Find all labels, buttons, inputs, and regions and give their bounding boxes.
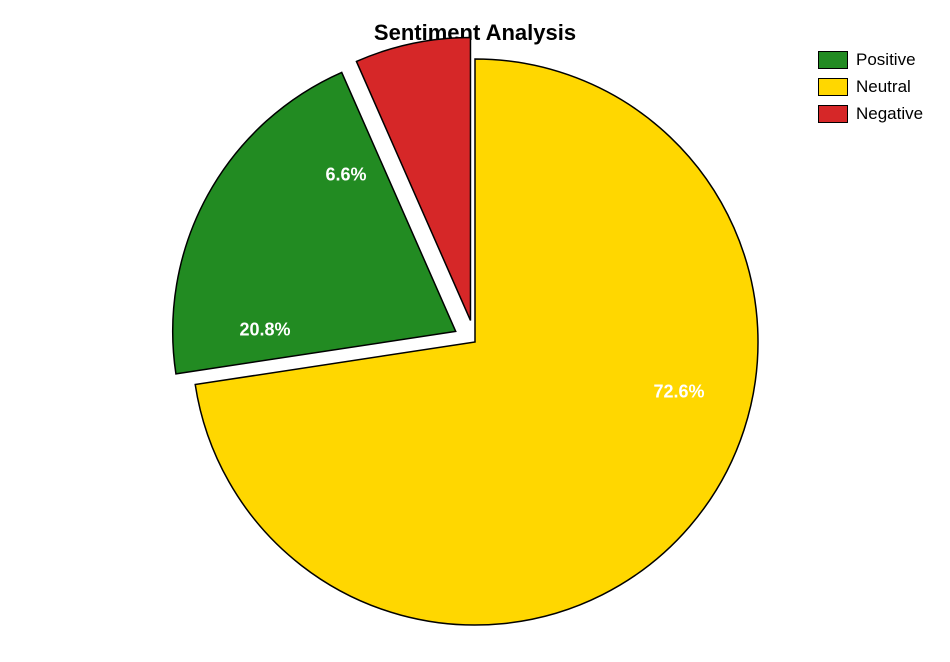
slice-label-neutral: 72.6% — [653, 382, 704, 403]
legend-swatch — [818, 51, 848, 69]
slice-label-negative: 6.6% — [325, 165, 366, 186]
legend-label: Neutral — [856, 77, 911, 97]
chart-container: { "chart": { "type": "pie", "title": "Se… — [0, 0, 950, 662]
slice-label-positive: 20.8% — [239, 320, 290, 341]
legend-item-positive: Positive — [818, 48, 923, 71]
legend-swatch — [818, 105, 848, 123]
pie-chart — [164, 31, 786, 653]
legend-label: Negative — [856, 104, 923, 124]
legend-label: Positive — [856, 50, 916, 70]
legend-item-neutral: Neutral — [818, 75, 923, 98]
legend-item-negative: Negative — [818, 102, 923, 125]
legend-swatch — [818, 78, 848, 96]
legend: Positive Neutral Negative — [818, 48, 923, 129]
